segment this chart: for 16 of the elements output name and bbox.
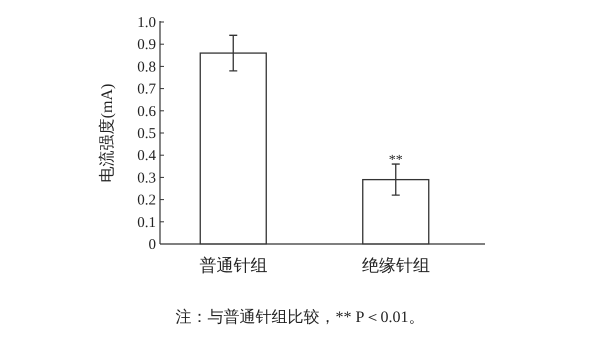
- y-tick-label: 0.1: [137, 214, 156, 231]
- y-tick-label: 0.8: [137, 59, 156, 76]
- y-tick-label: 0.6: [137, 104, 156, 120]
- y-axis-title: 电流强度(mA): [98, 84, 116, 182]
- y-tick-label: 0.7: [137, 82, 156, 98]
- x-tick-label: 普通针组: [199, 256, 268, 275]
- y-tick-label: 0.5: [137, 126, 156, 142]
- y-tick-label: 0: [148, 237, 156, 253]
- y-tick-label: 0.9: [137, 37, 156, 54]
- y-tick-label: 1.0: [137, 15, 156, 31]
- text: 注：与普通针组比较，** P＜0.01。: [176, 308, 424, 326]
- x-tick-label: 绝缘针组: [362, 256, 430, 275]
- annotation: **: [388, 153, 403, 168]
- y-tick-label: 0.3: [137, 170, 156, 186]
- y-tick-label: 0.4: [137, 148, 156, 164]
- y-tick-label: 0.2: [137, 192, 156, 209]
